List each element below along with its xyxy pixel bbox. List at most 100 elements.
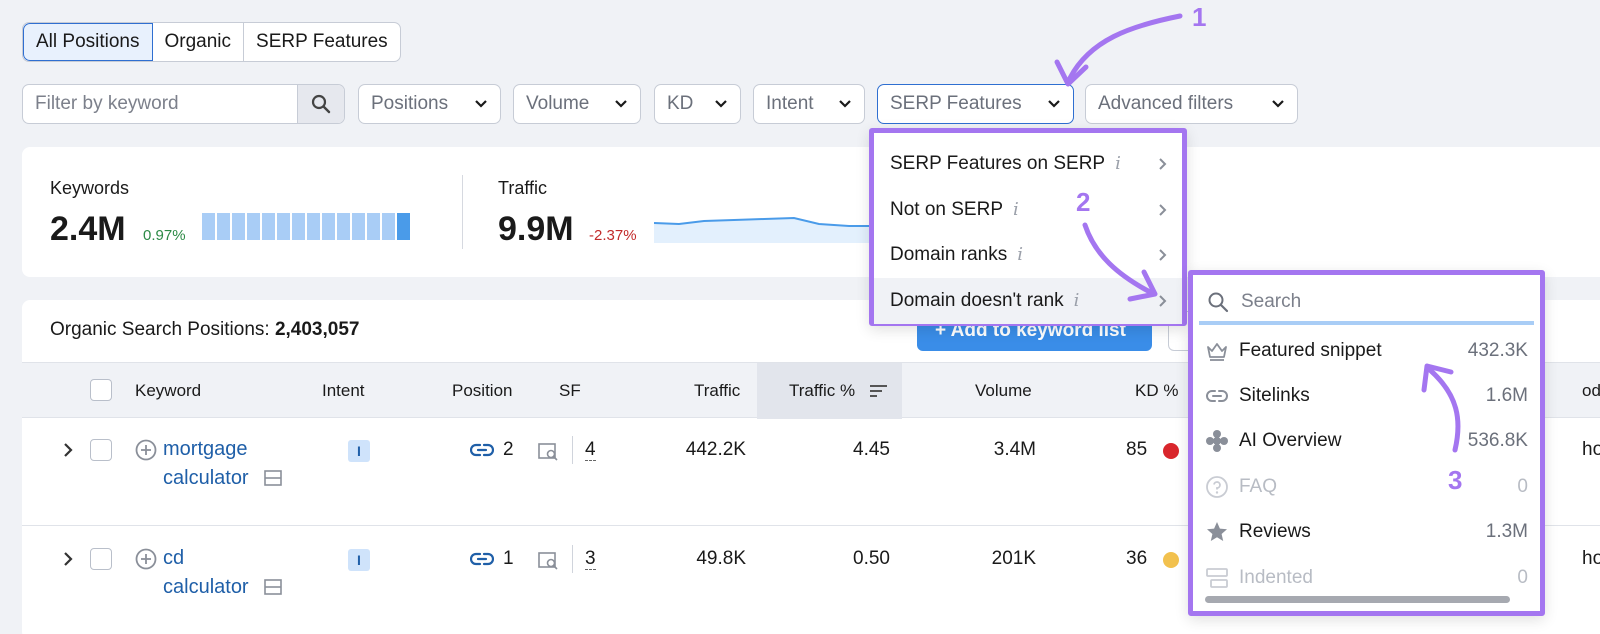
trend-bar xyxy=(217,213,230,240)
col-sf[interactable]: SF xyxy=(559,381,581,400)
keyword-link[interactable]: calculator xyxy=(163,576,249,598)
chevron-right-icon[interactable] xyxy=(62,442,74,458)
submenu-search xyxy=(1199,281,1534,325)
submenu-item-count: 432.3K xyxy=(1467,340,1528,361)
select-all-checkbox[interactable] xyxy=(90,379,112,401)
submenu-item-featured-snippet[interactable]: Featured snippet 432.3K xyxy=(1193,329,1540,374)
search-icon xyxy=(311,94,331,114)
chevron-right-icon xyxy=(1159,204,1167,216)
submenu-item-count: 1.3M xyxy=(1485,521,1528,542)
info-icon[interactable]: i xyxy=(1013,199,1019,220)
chevron-right-icon xyxy=(1159,249,1167,261)
traffic-delta: -2.37% xyxy=(589,227,637,244)
sf-count[interactable]: 4 xyxy=(585,439,596,461)
col-position[interactable]: Position xyxy=(452,381,513,400)
sf-count[interactable]: 3 xyxy=(585,548,596,570)
submenu-item-label: Sitelinks xyxy=(1239,385,1310,406)
keyword-link[interactable]: calculator xyxy=(163,467,249,489)
traffic-value: 442.2K xyxy=(685,439,746,460)
submenu-item-ai-overview[interactable]: AI Overview 536.8K xyxy=(1193,419,1540,464)
submenu-item-sitelinks[interactable]: Sitelinks 1.6M xyxy=(1193,374,1540,419)
table-title: Organic Search Positions: 2,403,057 xyxy=(50,319,359,341)
col-kd[interactable]: KD % xyxy=(1135,381,1179,400)
horizontal-scrollbar[interactable] xyxy=(1205,596,1510,603)
volume-dropdown[interactable]: Volume xyxy=(513,84,641,124)
menu-item-domain-ranks[interactable]: Domain ranks i xyxy=(874,232,1182,278)
col-volume[interactable]: Volume xyxy=(975,381,1032,400)
kd-difficulty-dot xyxy=(1163,443,1179,459)
kd-dropdown-label: KD xyxy=(667,93,694,114)
kd-difficulty-dot xyxy=(1163,552,1179,568)
serp-snapshot-icon[interactable] xyxy=(264,470,282,486)
submenu-item-label: Featured snippet xyxy=(1239,340,1382,361)
position-value: 2 xyxy=(503,439,514,460)
positions-dropdown[interactable]: Positions xyxy=(358,84,501,124)
traffic-value: 49.8K xyxy=(696,548,746,569)
chevron-down-icon xyxy=(615,100,627,108)
serp-features-icon[interactable] xyxy=(538,551,560,571)
chevron-right-icon xyxy=(1159,295,1167,307)
keyword-link[interactable]: cd xyxy=(163,547,185,569)
keyword-filter-input[interactable] xyxy=(23,85,293,123)
kd-dropdown[interactable]: KD xyxy=(654,84,741,124)
serp-snapshot-icon[interactable] xyxy=(264,579,282,595)
search-icon xyxy=(1208,292,1229,313)
tab-organic[interactable]: Organic xyxy=(153,23,245,61)
row-checkbox[interactable] xyxy=(90,548,112,570)
add-keyword-icon[interactable] xyxy=(135,439,157,461)
serp-features-icon[interactable] xyxy=(538,442,560,462)
col-traffic[interactable]: Traffic xyxy=(694,381,741,400)
col-traffic-pct[interactable]: Traffic % xyxy=(789,381,856,400)
tab-serp-features[interactable]: SERP Features xyxy=(256,31,388,52)
row-checkbox[interactable] xyxy=(90,439,112,461)
info-icon[interactable]: i xyxy=(1073,290,1080,311)
trend-bar xyxy=(307,213,320,240)
link-icon xyxy=(470,552,494,566)
table-row: cd calculator I 1 3 49.8K 0.50 201K 36 h… xyxy=(22,527,1600,634)
divider xyxy=(462,175,463,249)
keyword-link[interactable]: mortgage xyxy=(163,438,248,460)
volume-value: 201K xyxy=(991,548,1036,569)
intent-badge: I xyxy=(348,440,370,462)
tab-all-positions[interactable]: All Positions xyxy=(23,23,153,61)
col-keyword[interactable]: Keyword xyxy=(135,381,202,400)
keyword-search-button[interactable] xyxy=(297,85,344,123)
chevron-right-icon xyxy=(1159,158,1167,170)
position-tabs: All Positions Organic SERP Features xyxy=(22,22,401,62)
advanced-filters-dropdown[interactable]: Advanced filters xyxy=(1085,84,1298,124)
chevron-down-icon xyxy=(839,100,851,108)
sort-icon[interactable] xyxy=(870,384,888,398)
intent-dropdown[interactable]: Intent xyxy=(753,84,865,124)
col-intent[interactable]: Intent xyxy=(322,381,365,400)
serp-features-menu: SERP Features on SERP i Not on SERP i Doma… xyxy=(869,128,1187,326)
annotation-arrow xyxy=(1067,13,1183,81)
col-truncated: oda xyxy=(1582,381,1600,400)
positions-dropdown-label: Positions xyxy=(371,93,449,114)
serp-features-dropdown[interactable]: SERP Features xyxy=(877,84,1074,124)
keywords-delta: 0.97% xyxy=(143,227,186,244)
submenu-item-reviews[interactable]: Reviews 1.3M xyxy=(1193,510,1540,555)
kd-value: 85 xyxy=(1126,439,1148,460)
annotation-number: 2 xyxy=(1076,187,1091,217)
menu-item-not-on-serp[interactable]: Not on SERP i xyxy=(874,187,1182,233)
chevron-right-icon[interactable] xyxy=(62,551,74,567)
submenu-item-indented: Indented 0 xyxy=(1193,556,1540,601)
menu-item-domain-doesnt-rank[interactable]: Domain doesn't rank i xyxy=(874,278,1182,324)
position-value: 1 xyxy=(503,548,514,569)
trend-bar xyxy=(352,213,365,240)
divider xyxy=(572,545,573,573)
submenu-search-input[interactable] xyxy=(1241,287,1521,317)
menu-item-serp-features-on-serp[interactable]: SERP Features on SERP i xyxy=(874,141,1182,187)
info-icon[interactable]: i xyxy=(1017,244,1023,265)
submenu-item-count: 1.6M xyxy=(1485,385,1528,406)
divider xyxy=(572,436,573,464)
submenu-item-faq: FAQ 0 xyxy=(1193,465,1540,510)
intent-dropdown-label: Intent xyxy=(766,93,814,114)
keywords-trend-bars xyxy=(202,213,410,240)
trend-bar xyxy=(232,213,245,240)
info-icon[interactable]: i xyxy=(1115,153,1121,174)
add-keyword-icon[interactable] xyxy=(135,548,157,570)
keyword-filter xyxy=(22,84,345,124)
annotation-number: 3 xyxy=(1448,465,1463,495)
volume-value: 3.4M xyxy=(993,439,1036,460)
